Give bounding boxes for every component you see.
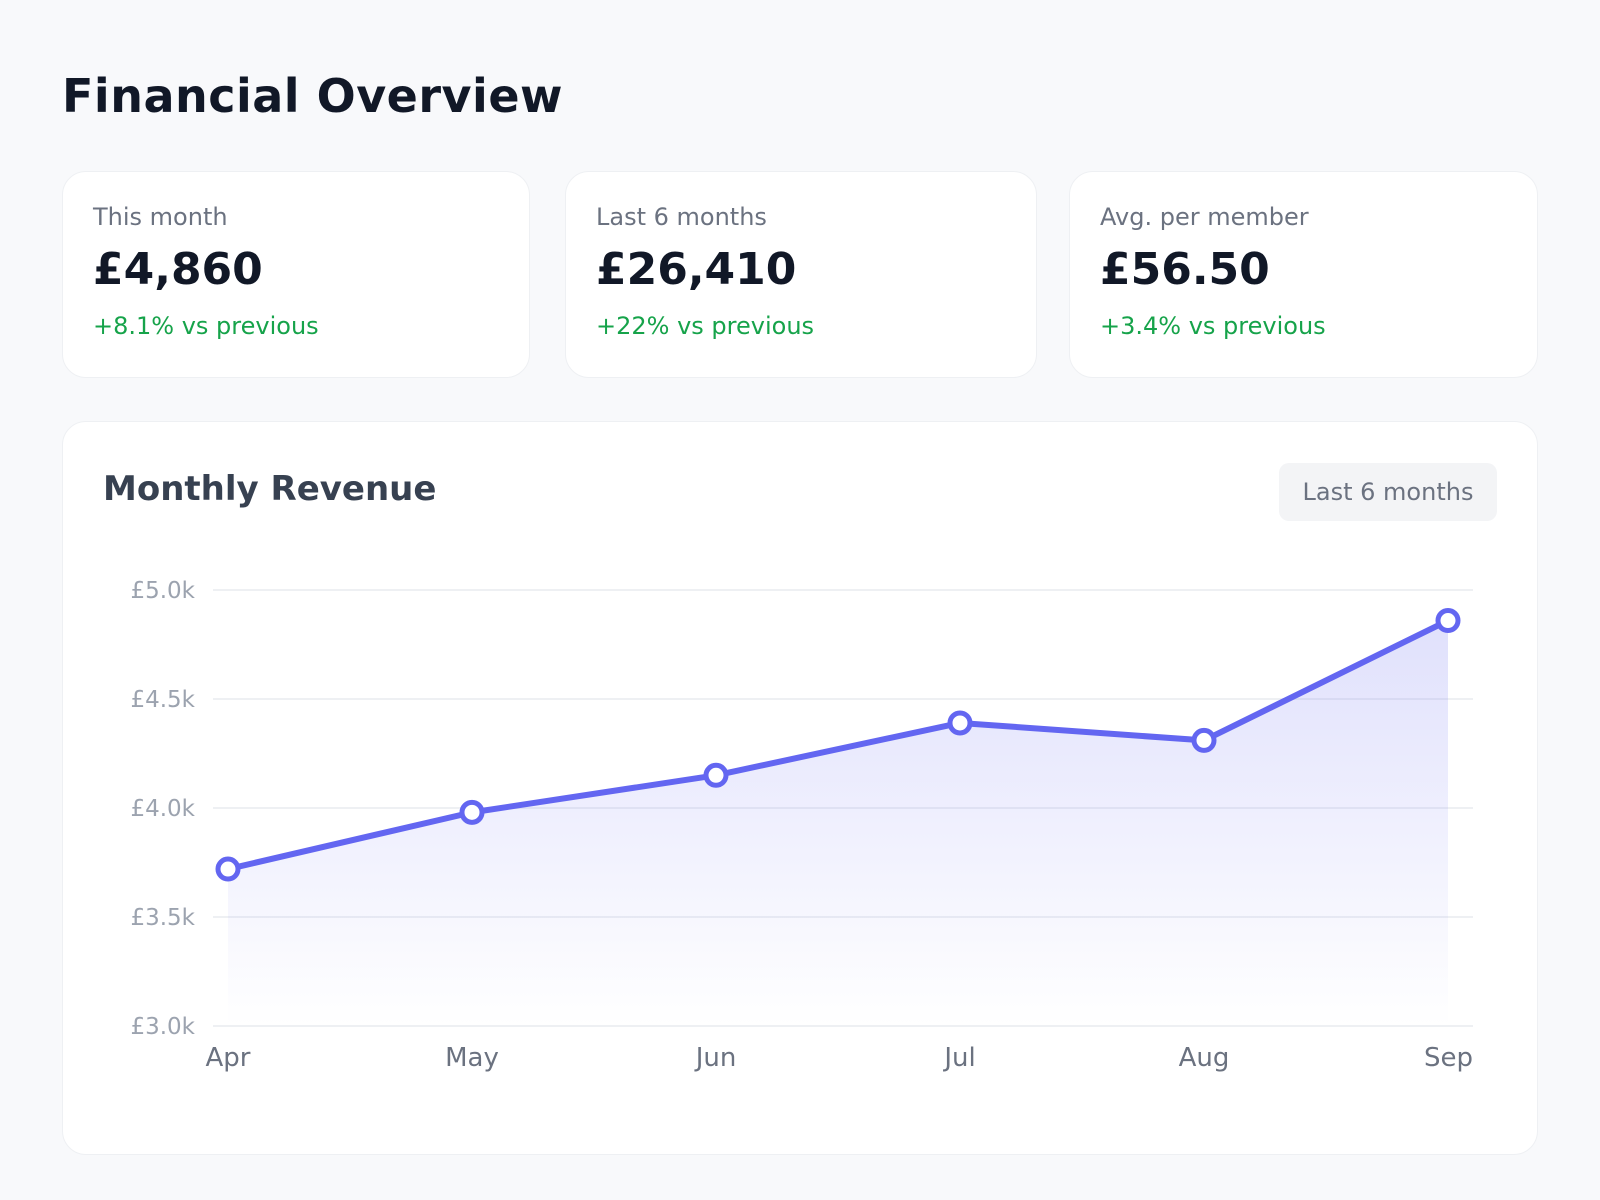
stat-card-last-6-months: Last 6 months £26,410 +22% vs previous: [565, 171, 1037, 378]
y-tick-label: £3.5k: [130, 905, 195, 931]
x-tick-label: May: [445, 1043, 499, 1073]
data-point[interactable]: [1191, 727, 1217, 753]
date-range-button[interactable]: Last 6 months: [1279, 463, 1497, 521]
data-point[interactable]: [703, 762, 729, 788]
x-tick-label: Sep: [1424, 1043, 1473, 1073]
revenue-series: [225, 617, 1451, 873]
data-point[interactable]: [215, 856, 241, 882]
y-axis-ticks: £3.0k £3.5k £4.0k £4.5k £5.0k: [130, 578, 195, 1040]
x-axis-ticks: Apr May Jun Jul Aug Sep: [206, 1043, 1473, 1073]
stat-card-this-month: This month £4,860 +8.1% vs previous: [62, 171, 530, 378]
series-line: [225, 617, 1451, 873]
x-tick-label: Jul: [942, 1043, 975, 1073]
data-point[interactable]: [1435, 608, 1461, 634]
page-title: Financial Overview: [62, 69, 564, 123]
stat-value: £26,410: [596, 244, 797, 295]
data-point[interactable]: [459, 799, 485, 825]
x-tick-label: Aug: [1179, 1043, 1230, 1073]
stat-label: Last 6 months: [596, 203, 767, 231]
y-tick-label: £4.5k: [130, 687, 195, 713]
y-tick-label: £4.0k: [130, 796, 195, 822]
y-tick-label: £3.0k: [130, 1014, 195, 1040]
stat-label: This month: [93, 203, 228, 231]
stat-value: £4,860: [93, 244, 263, 295]
chart-title: Monthly Revenue: [103, 469, 437, 509]
stat-delta: +3.4% vs previous: [1100, 312, 1326, 340]
revenue-points: [215, 608, 1461, 882]
x-tick-label: Apr: [206, 1043, 251, 1073]
area-fill: [228, 620, 1448, 1026]
data-point[interactable]: [947, 710, 973, 736]
x-tick-label: Jun: [694, 1043, 737, 1073]
stat-value: £56.50: [1100, 244, 1270, 295]
stat-cards: This month £4,860 +8.1% vs previous Last…: [62, 171, 1538, 378]
y-tick-label: £5.0k: [130, 578, 195, 604]
stat-label: Avg. per member: [1100, 203, 1309, 231]
stat-delta: +8.1% vs previous: [93, 312, 319, 340]
revenue-line-chart: £3.0k £3.5k £4.0k £4.5k £5.0k Apr May Jun Jul Au…: [130, 578, 1473, 1073]
stat-delta: +22% vs previous: [596, 312, 815, 340]
revenue-area: [228, 620, 1448, 1026]
revenue-chart-card: £3.0k £3.5k £4.0k £4.5k £5.0k Apr May Jun Jul Au…: [62, 421, 1538, 1155]
stat-card-avg-per-member: Avg. per member £56.50 +3.4% vs previous: [1069, 171, 1538, 378]
